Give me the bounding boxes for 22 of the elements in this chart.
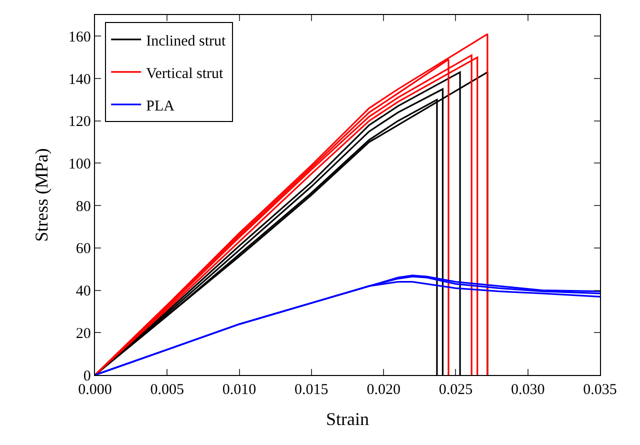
y-tick-label: 80 bbox=[76, 198, 91, 215]
x-tick-label: 0.005 bbox=[150, 382, 184, 398]
y-tick-label: 100 bbox=[68, 156, 91, 172]
x-tick-label: 0.015 bbox=[294, 382, 328, 398]
y-tick-label: 20 bbox=[76, 326, 91, 342]
y-tick-label: 140 bbox=[68, 72, 91, 88]
x-tick-label: 0.035 bbox=[583, 382, 617, 398]
y-tick-label: 120 bbox=[68, 114, 91, 130]
legend-label: Inclined strut bbox=[146, 33, 226, 50]
y-tick-label: 160 bbox=[68, 29, 91, 46]
x-tick-label: 0.000 bbox=[78, 382, 112, 398]
legend-label: PLA bbox=[146, 98, 175, 114]
legend-label: Vertical strut bbox=[146, 66, 224, 82]
y-axis-title: Stress (MPa) bbox=[32, 148, 52, 242]
x-tick-label: 0.025 bbox=[438, 382, 473, 398]
y-tick-label: 40 bbox=[76, 284, 91, 300]
x-tick-label: 0.010 bbox=[222, 382, 256, 398]
y-tick-label: 60 bbox=[76, 241, 91, 258]
x-axis-title: Strain bbox=[326, 409, 369, 430]
y-tick-label: 0 bbox=[83, 368, 91, 384]
x-tick-label: 0.020 bbox=[366, 382, 400, 398]
x-tick-label: 0.030 bbox=[510, 382, 545, 398]
